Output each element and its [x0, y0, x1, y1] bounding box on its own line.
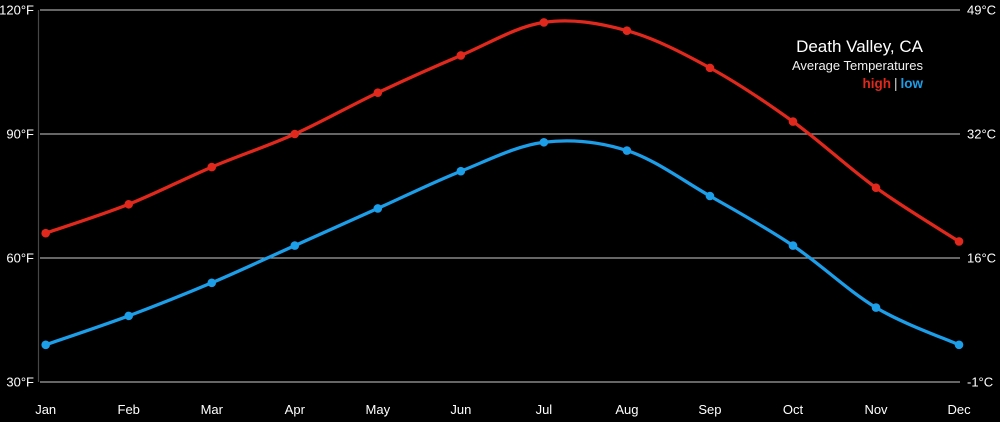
high-data-point — [622, 26, 632, 35]
low-data-point — [539, 137, 549, 147]
x-tick-label: Mar — [201, 402, 224, 417]
x-tick-label: Sep — [698, 402, 721, 417]
high-data-point — [539, 18, 549, 27]
y-tick-label-left: 90°F — [6, 127, 34, 142]
high-series-line — [44, 19, 961, 244]
high-data-point — [290, 129, 300, 139]
x-tick-label: Apr — [285, 402, 306, 417]
x-tick-label: Jan — [35, 402, 56, 417]
high-data-point — [124, 199, 134, 209]
high-data-point — [41, 228, 50, 238]
x-tick-label: Nov — [864, 402, 888, 417]
low-data-point — [456, 166, 466, 176]
x-tick-label: Aug — [615, 402, 638, 417]
legend-high-label: high — [862, 76, 891, 91]
high-data-point — [456, 51, 466, 60]
chart-title: Death Valley, CA — [796, 37, 923, 56]
high-data-point — [373, 88, 383, 97]
low-data-point — [207, 278, 217, 288]
chart-title-block: Death Valley, CA Average Temperatures hi… — [792, 37, 923, 92]
high-data-point — [788, 117, 798, 126]
y-tick-label-right: 16°C — [967, 251, 996, 266]
y-tick-label-right: -1°C — [967, 375, 993, 390]
low-data-point — [954, 340, 964, 350]
legend-separator: | — [893, 76, 898, 91]
x-tick-label: Dec — [947, 402, 971, 417]
legend-low-label: low — [900, 76, 924, 91]
y-tick-label-right: 32°C — [967, 127, 996, 142]
y-tick-label-right: 49°C — [967, 3, 996, 18]
chart-subtitle: Average Temperatures — [791, 58, 923, 73]
low-data-point — [41, 340, 50, 350]
x-tick-label: Jul — [536, 402, 553, 417]
low-data-point — [705, 191, 715, 201]
low-data-point — [871, 303, 881, 312]
low-data-point — [788, 241, 798, 250]
high-data-point — [871, 183, 881, 193]
low-data-point — [373, 204, 383, 213]
high-data-point — [705, 63, 715, 73]
x-tick-label: Oct — [783, 402, 804, 417]
x-tick-label: Feb — [118, 402, 140, 417]
high-data-point — [954, 237, 964, 246]
y-tick-label-left: 120°F — [0, 3, 34, 18]
low-data-point — [124, 311, 134, 321]
y-tick-label-left: 60°F — [6, 251, 34, 266]
x-tick-label: Jun — [450, 402, 471, 417]
high-data-point — [207, 162, 217, 172]
low-data-point — [290, 241, 300, 250]
low-series-line — [44, 139, 961, 347]
chart-legend: high | low — [792, 75, 923, 92]
x-tick-label: May — [366, 402, 391, 417]
y-tick-label-left: 30°F — [6, 375, 34, 390]
low-data-point — [622, 146, 632, 155]
